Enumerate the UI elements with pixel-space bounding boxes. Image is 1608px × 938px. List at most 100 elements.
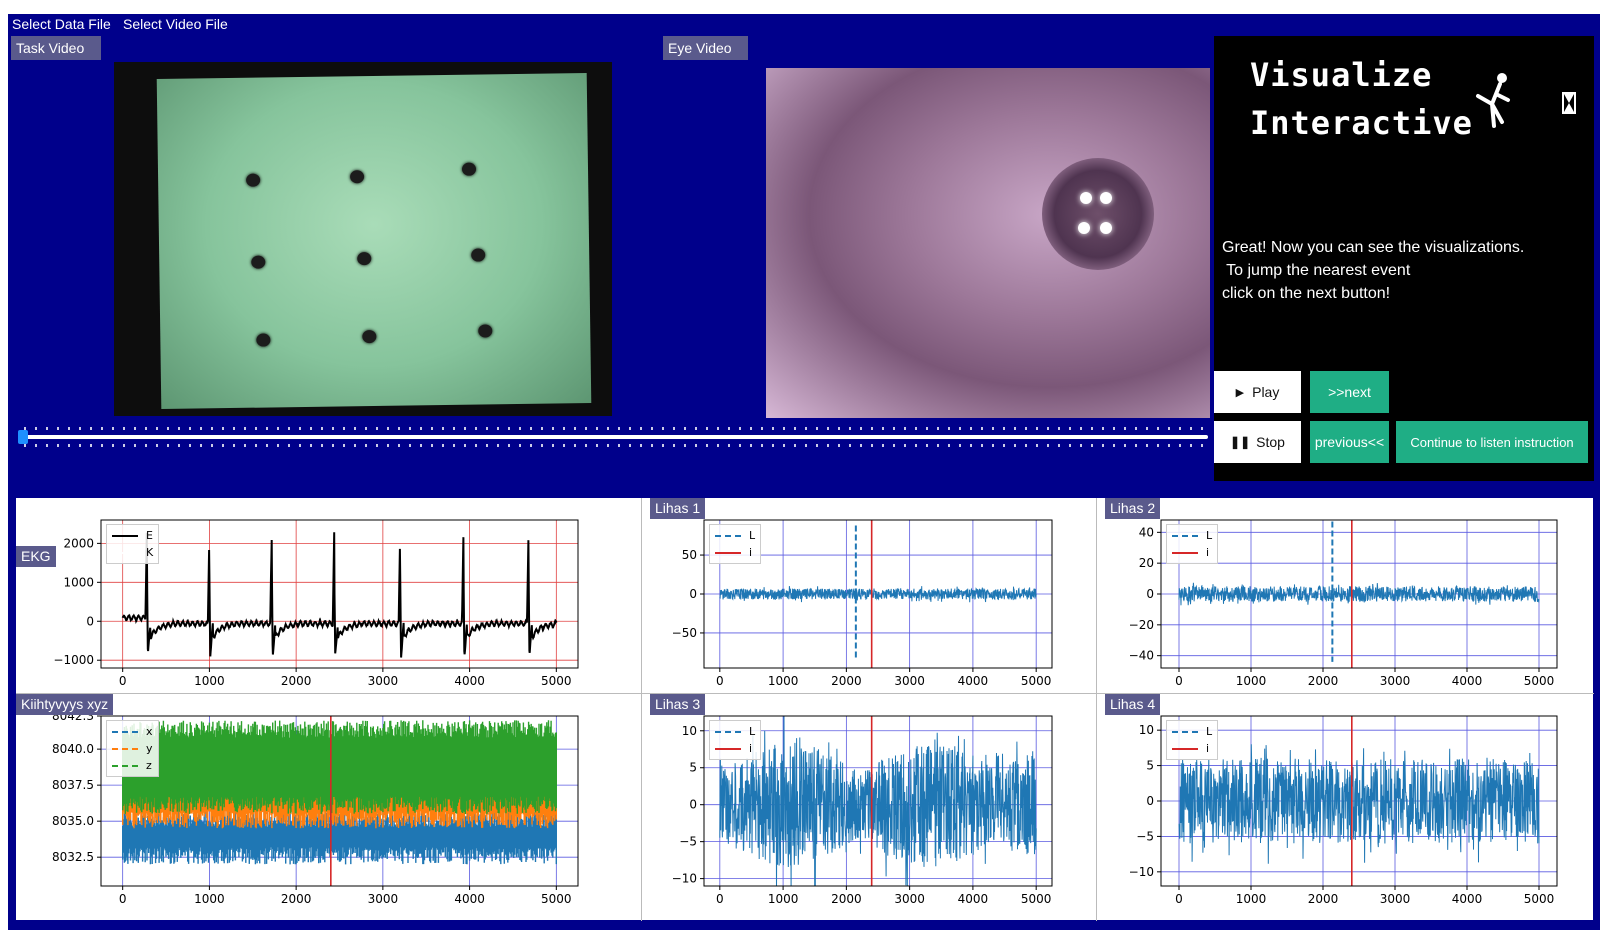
legend-label: x <box>146 725 153 738</box>
legend-entry: z <box>112 757 153 774</box>
legend-swatch <box>715 551 741 554</box>
play-button[interactable]: ▶ Play <box>1214 371 1301 413</box>
target-dot <box>362 329 377 344</box>
x-tick-label: 4000 <box>958 674 989 688</box>
legend-label: L <box>749 529 756 542</box>
legend-swatch <box>112 747 138 750</box>
lihas4-signal <box>1178 744 1540 864</box>
task-video-label: Task Video <box>11 36 101 60</box>
y-tick-label: −5 <box>679 835 697 849</box>
legend-entry: i <box>715 544 755 561</box>
target-dot <box>251 255 266 269</box>
play-button-label: Play <box>1252 384 1280 400</box>
legend-entry: i <box>1172 544 1212 561</box>
x-tick-label: 3000 <box>894 674 925 688</box>
x-tick-label: 2000 <box>1308 674 1339 688</box>
legend-swatch <box>1172 551 1198 554</box>
x-tick-label: 1000 <box>1236 892 1267 906</box>
glint <box>1078 222 1090 234</box>
x-tick-label: 5000 <box>1021 674 1052 688</box>
x-tick-label: 3000 <box>1380 892 1411 906</box>
x-tick-label: 5000 <box>1021 892 1052 906</box>
legend-label: z <box>146 759 152 772</box>
stop-button[interactable]: ❚❚ Stop <box>1214 421 1301 463</box>
x-tick-label: 2000 <box>1308 892 1339 906</box>
emg-line <box>719 716 1037 886</box>
y-tick-label: 5 <box>689 761 697 775</box>
lihas3-label: Lihas 3 <box>650 694 706 715</box>
legend-swatch <box>112 551 138 554</box>
accel-band <box>122 720 557 814</box>
y-tick-label: −5 <box>1136 829 1154 843</box>
accel-band <box>122 809 557 865</box>
x-tick-label: 2000 <box>281 892 312 906</box>
glint <box>1100 222 1112 234</box>
stop-button-label: Stop <box>1256 434 1285 450</box>
x-tick-label: 4000 <box>454 674 485 688</box>
x-tick-label: 0 <box>119 674 127 688</box>
x-tick-label: 1000 <box>768 674 799 688</box>
x-tick-label: 4000 <box>454 892 485 906</box>
y-tick-label: 10 <box>1139 723 1154 737</box>
legend-entry: L <box>1172 723 1212 740</box>
legend-label: L <box>749 725 756 738</box>
x-tick-label: 3000 <box>1380 674 1411 688</box>
legend-label: i <box>1206 742 1210 755</box>
x-tick-label: 4000 <box>1452 674 1483 688</box>
select-data-file-menu[interactable]: Select Data File <box>12 16 111 32</box>
lihas1-chart: 0 1000 2000 3000 4000 5000 −50 0 50 <box>672 519 1053 688</box>
y-tick-label: −40 <box>1129 649 1154 663</box>
x-tick-label: 1000 <box>194 892 225 906</box>
y-tick-label: 8032.5 <box>52 850 94 864</box>
legend-label: E <box>146 529 153 542</box>
x-tick-label: 5000 <box>1524 674 1555 688</box>
lihas2-signal <box>1178 521 1540 662</box>
y-tick-label: 8037.5 <box>52 778 94 792</box>
y-tick-label: 10 <box>682 724 697 738</box>
legend-label: y <box>146 742 153 755</box>
y-tick-label: 0 <box>1146 794 1154 808</box>
x-tick-label: 1000 <box>768 892 799 906</box>
glint <box>1080 192 1092 204</box>
plots-area: EKG 0 1000 2000 3000 4000 5000 −1000 0 1000 2000 E K… <box>16 498 1594 921</box>
x-tick-label: 2000 <box>831 892 862 906</box>
x-tick-label: 3000 <box>368 892 399 906</box>
instruction-line: Great! Now you can see the visualization… <box>1222 239 1525 256</box>
legend-entry: L <box>1172 527 1212 544</box>
ekg-label: EKG <box>16 546 56 567</box>
x-tick-label: 5000 <box>541 892 572 906</box>
y-tick-label: 8040.0 <box>52 742 94 756</box>
x-tick-label: 0 <box>716 674 724 688</box>
y-tick-label: 20 <box>1139 556 1154 570</box>
previous-button[interactable]: previous<< <box>1310 421 1389 463</box>
next-button[interactable]: >>next <box>1310 371 1389 413</box>
target-dot <box>350 170 365 184</box>
target-dot <box>461 162 477 176</box>
target-dot <box>256 333 271 347</box>
continue-instruction-button[interactable]: Continue to listen instruction <box>1396 421 1588 463</box>
legend-entry: y <box>112 740 153 757</box>
y-tick-label: 5 <box>1146 759 1154 773</box>
timeline-slider[interactable] <box>18 427 1208 447</box>
hourglass-icon <box>1562 92 1576 114</box>
select-video-file-menu[interactable]: Select Video File <box>123 16 228 32</box>
legend-label: L <box>1206 529 1213 542</box>
legend-label: K <box>146 546 154 559</box>
timeline-ticks <box>24 427 1208 447</box>
stick-figure-icon <box>1476 73 1510 128</box>
timeline-handle[interactable] <box>18 430 28 444</box>
target-dot <box>357 252 372 266</box>
y-tick-label: −20 <box>1129 618 1154 632</box>
x-tick-label: 1000 <box>194 674 225 688</box>
legend-swatch <box>715 534 741 537</box>
emg-line <box>719 586 1037 603</box>
y-tick-label: −10 <box>672 872 697 886</box>
x-tick-label: 0 <box>1175 892 1183 906</box>
ekg-line <box>121 532 558 658</box>
y-tick-label: 0 <box>689 798 697 812</box>
y-tick-label: 50 <box>682 548 697 562</box>
y-tick-label: 0 <box>1146 587 1154 601</box>
x-tick-label: 5000 <box>541 674 572 688</box>
lihas4-chart: 0 1000 2000 3000 4000 5000 −10 −5 0 5 10 <box>1129 715 1558 906</box>
